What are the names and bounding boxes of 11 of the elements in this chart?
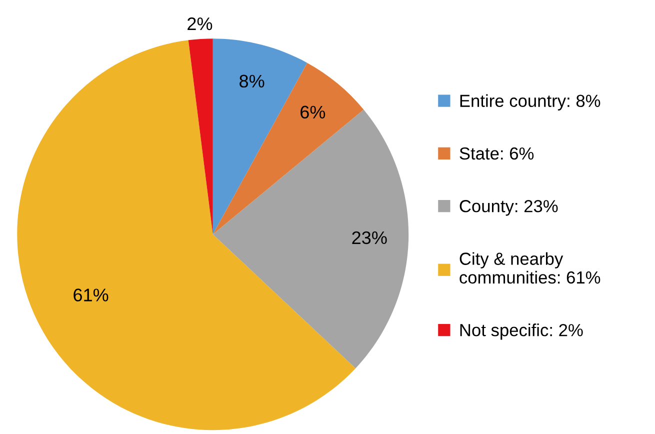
pie-slice [188,38,213,234]
legend-label: City & nearby communities: 61% [460,252,600,284]
data-label: 6% [300,106,326,119]
legend-label: State: 6% [460,147,534,160]
data-label: 61% [74,288,108,302]
data-label: 8% [240,74,264,88]
data-label: 23% [352,231,387,244]
legend-label: Entire country: 8% [460,94,600,110]
legend-label: Not specific: 2% [460,324,583,340]
data-label: 2% [188,17,212,30]
legend-label: County: 23% [460,200,558,216]
